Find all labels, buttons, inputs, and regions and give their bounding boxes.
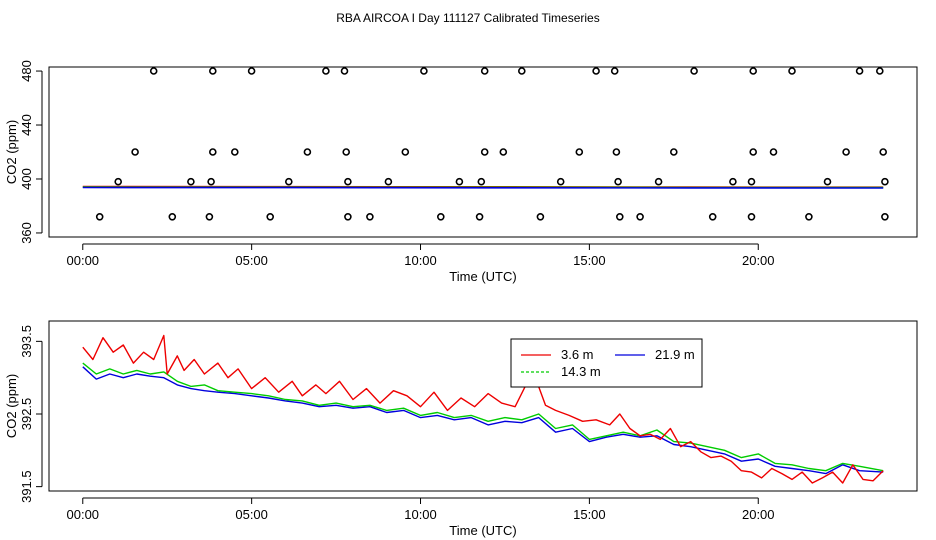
data-point-marker <box>207 177 215 186</box>
data-point-marker <box>340 67 349 75</box>
data-point-marker <box>114 177 122 186</box>
data-point-marker <box>209 67 217 75</box>
data-point-marker <box>614 177 622 186</box>
data-point-marker <box>517 67 526 75</box>
data-point-marker <box>420 67 428 75</box>
data-point-marker <box>615 213 624 221</box>
data-point-marker <box>384 177 393 186</box>
top-y-tick-label: 360 <box>19 222 34 244</box>
data-point-marker <box>575 148 584 156</box>
legend-label-3-6m: 3.6 m <box>561 347 594 362</box>
top-x-axis-label: Time (UTC) <box>449 269 516 284</box>
bottom-series-line-21-9-m <box>82 366 884 475</box>
data-point-marker <box>455 177 464 186</box>
top-y-tick-label: 440 <box>19 114 34 136</box>
data-point-marker <box>636 213 644 221</box>
data-point-marker <box>480 148 489 156</box>
legend-box <box>510 338 703 388</box>
data-point-marker <box>322 67 330 75</box>
data-point-marker <box>247 67 256 75</box>
bottom-x-axis-label: Time (UTC) <box>449 523 516 538</box>
data-point-marker <box>205 213 214 221</box>
data-point-marker <box>477 177 486 186</box>
data-point-marker <box>475 213 484 221</box>
data-point-marker <box>749 148 758 156</box>
data-point-marker <box>747 177 756 186</box>
data-point-marker <box>556 177 565 186</box>
top-x-tick-label: 00:00 <box>67 253 100 268</box>
data-point-marker <box>708 213 717 221</box>
data-point-marker <box>536 213 545 221</box>
bottom-y-tick-label: 392.5 <box>19 398 34 431</box>
top-x-tick-label: 15:00 <box>573 253 606 268</box>
data-point-marker <box>842 148 850 156</box>
bottom-x-tick-label: 05:00 <box>235 507 268 522</box>
data-point-marker <box>749 67 758 75</box>
bottom-y-tick-label: 393.5 <box>19 325 34 358</box>
data-point-marker <box>612 148 621 156</box>
data-point-marker <box>401 148 410 156</box>
data-point-marker <box>881 213 889 221</box>
figure-title: RBA AIRCOA I Day 111127 Calibrated Times… <box>336 11 599 25</box>
bottom-series-line-3-6-m <box>82 334 884 484</box>
data-point-marker <box>747 213 756 221</box>
legend: 3.6 m 21.9 m 14.3 m <box>510 338 703 388</box>
top-y-axis-label: CO2 (ppm) <box>4 120 19 184</box>
data-point-marker <box>875 67 884 75</box>
bottom-x-tick-label: 15:00 <box>573 507 606 522</box>
data-point-marker <box>480 67 489 75</box>
data-point-marker <box>729 177 737 186</box>
data-point-marker <box>131 148 139 156</box>
data-point-marker <box>855 67 864 75</box>
bottom-y-axis-label: CO2 (ppm) <box>4 374 19 438</box>
data-point-marker <box>823 177 832 186</box>
bottom-plot-frame <box>48 320 918 492</box>
data-point-marker <box>149 67 158 75</box>
data-point-marker <box>592 67 600 75</box>
data-point-marker <box>436 213 445 221</box>
data-point-marker <box>805 213 813 221</box>
data-point-marker <box>881 177 889 186</box>
legend-label-14-3m: 14.3 m <box>561 364 601 379</box>
top-x-tick-label: 05:00 <box>235 253 268 268</box>
top-y-tick-label: 480 <box>19 60 34 82</box>
legend-label-21-9m: 21.9 m <box>655 347 695 362</box>
data-point-marker <box>168 213 177 221</box>
data-point-marker <box>690 67 698 75</box>
bottom-x-tick-label: 10:00 <box>404 507 437 522</box>
data-point-marker <box>669 148 678 156</box>
bottom-x-tick-label: 20:00 <box>742 507 775 522</box>
top-plot-frame <box>48 66 918 238</box>
top-plot: 00:00 05:00 10:00 15:00 20:00 360 400 440 480 Ti… <box>4 60 918 284</box>
data-point-marker <box>187 177 195 186</box>
top-y-tick-label: 400 <box>19 168 34 190</box>
data-point-marker <box>209 148 217 156</box>
data-point-marker <box>231 148 239 156</box>
bottom-plot: 00:00 05:00 10:00 15:00 20:00 391.5 392.5 393.5… <box>4 320 918 538</box>
data-point-marker <box>499 148 508 156</box>
data-point-marker <box>788 67 796 75</box>
data-point-marker <box>266 213 275 221</box>
top-x-tick-label: 10:00 <box>404 253 437 268</box>
data-point-marker <box>342 148 351 156</box>
data-point-marker <box>366 213 374 221</box>
bottom-y-tick-label: 391.5 <box>19 470 34 503</box>
data-point-marker <box>284 177 293 186</box>
bottom-series-line-14-3-m <box>82 362 884 472</box>
data-point-marker <box>769 148 778 156</box>
data-point-marker <box>879 148 888 156</box>
data-point-marker <box>654 177 663 186</box>
data-point-marker <box>344 177 352 186</box>
data-point-marker <box>95 213 104 221</box>
data-point-marker <box>344 213 352 221</box>
top-x-tick-label: 20:00 <box>742 253 775 268</box>
top-series-line-21-9-m <box>82 186 884 189</box>
data-point-marker <box>610 67 619 75</box>
bottom-x-tick-label: 00:00 <box>67 507 100 522</box>
data-point-marker <box>303 148 312 156</box>
